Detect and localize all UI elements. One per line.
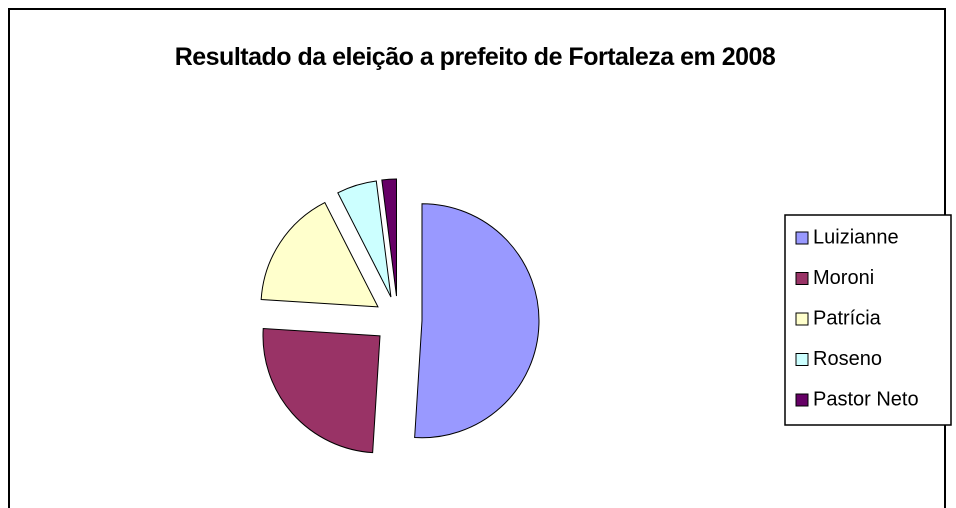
legend-swatch	[795, 272, 809, 285]
legend-swatch	[795, 231, 809, 245]
pie-slice	[260, 201, 379, 308]
legend-label: Patrícia	[813, 307, 882, 329]
legend-label: Roseno	[813, 348, 882, 370]
legend-label: Luizianne	[813, 226, 899, 248]
legend-swatch	[795, 393, 809, 407]
legend-box	[784, 214, 952, 426]
pie-slice	[414, 203, 540, 439]
legend-label: Moroni	[813, 267, 874, 289]
pie-slice	[381, 178, 397, 297]
legend-swatch	[795, 353, 809, 366]
pie-slice	[337, 180, 392, 298]
pie-slice	[262, 327, 381, 454]
chart-title: Resultado da eleição a prefeito de Forta…	[174, 43, 776, 71]
legend-label: Pastor Neto	[813, 388, 919, 410]
legend-swatch	[795, 312, 809, 326]
